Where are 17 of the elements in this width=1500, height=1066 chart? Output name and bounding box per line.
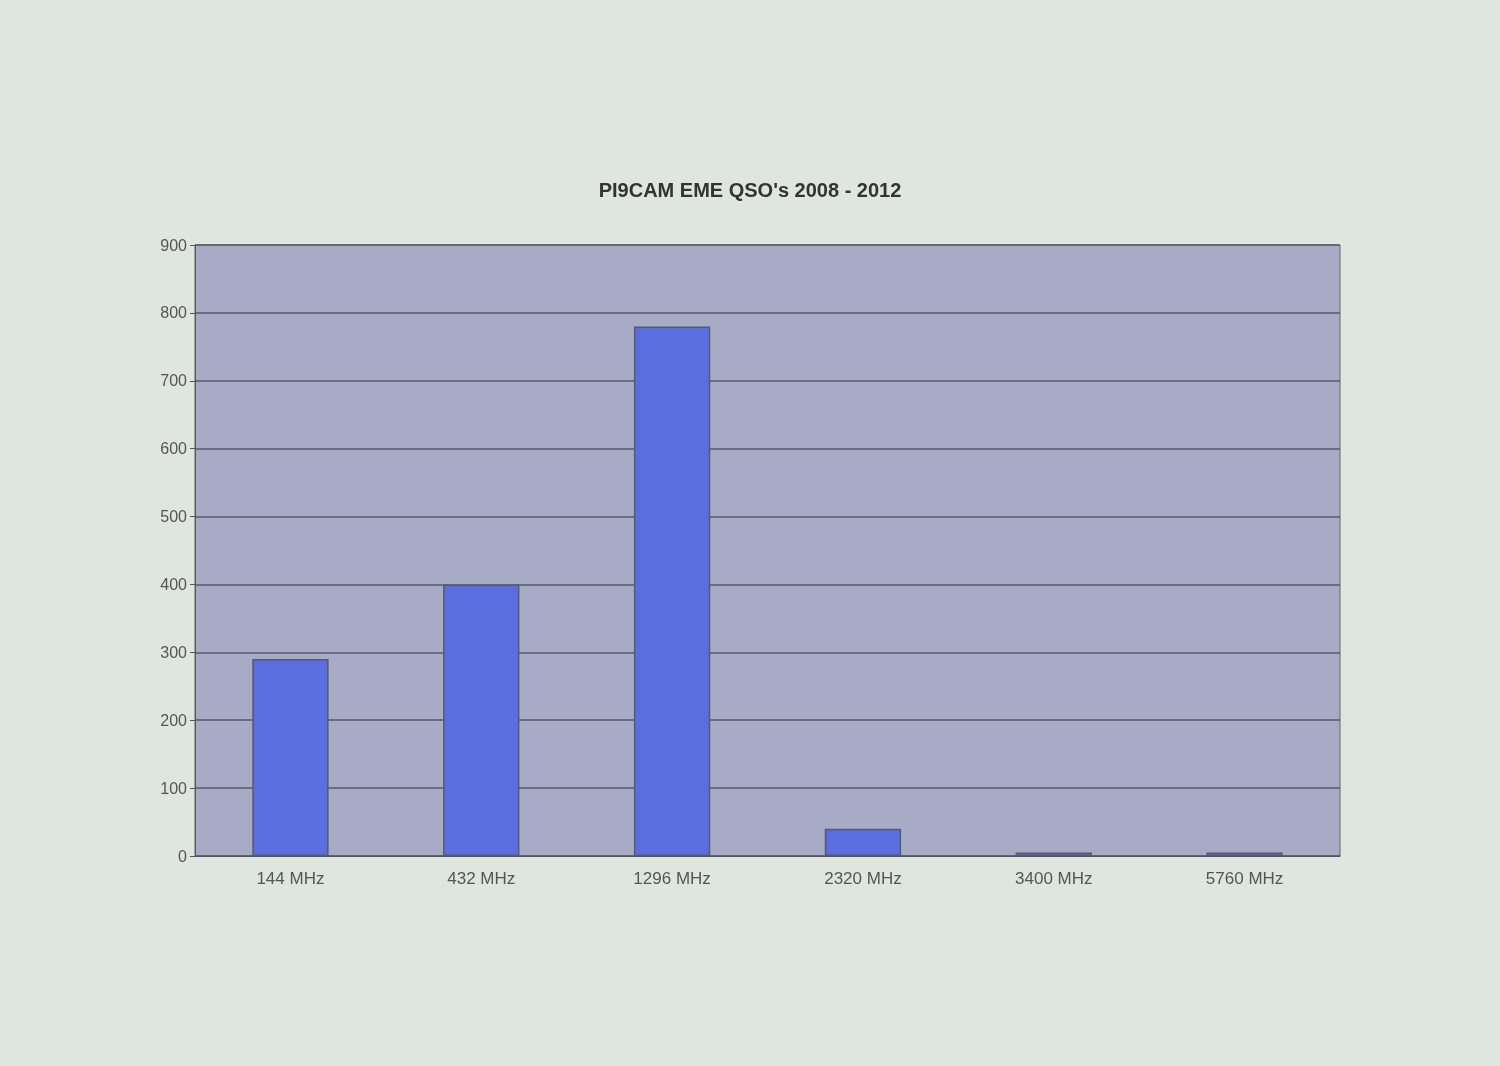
y-tick-label: 800 — [160, 304, 188, 322]
y-tick-label: 700 — [160, 372, 188, 390]
y-tick-label: 0 — [178, 847, 188, 865]
x-tick-label: 5760 MHz — [1205, 869, 1284, 888]
y-tick-label: 900 — [160, 236, 188, 254]
y-tick-label: 100 — [160, 779, 188, 797]
x-tick-label: 3400 MHz — [1015, 869, 1093, 888]
y-tick-label: 500 — [160, 508, 188, 526]
y-tick-label: 300 — [160, 643, 188, 661]
y-tick-label: 200 — [160, 711, 188, 729]
x-tick-label: 144 MHz — [256, 869, 325, 888]
y-tick-label: 600 — [160, 440, 188, 458]
x-tick-label: 1296 MHz — [633, 869, 711, 888]
x-tick-label: 2320 MHz — [824, 869, 902, 888]
y-tick-label: 400 — [160, 575, 188, 593]
chart-title: PI9CAM EME QSO's 2008 - 2012 — [598, 179, 902, 201]
x-tick-label: 432 MHz — [447, 869, 516, 888]
